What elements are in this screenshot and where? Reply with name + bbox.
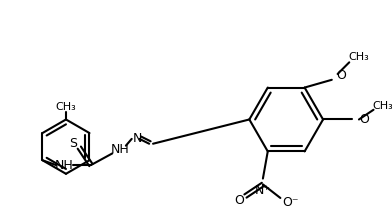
Text: O⁻: O⁻ [282,196,298,209]
Text: N: N [133,132,142,145]
Text: CH₃: CH₃ [56,102,76,112]
Text: N⁺: N⁺ [255,184,271,197]
Text: NH: NH [54,159,73,172]
Text: O: O [359,113,369,126]
Text: O: O [337,69,347,82]
Text: NH: NH [111,143,129,156]
Text: CH₃: CH₃ [348,52,369,61]
Text: CH₃: CH₃ [373,101,392,111]
Text: S: S [69,137,78,150]
Text: O: O [235,194,245,207]
